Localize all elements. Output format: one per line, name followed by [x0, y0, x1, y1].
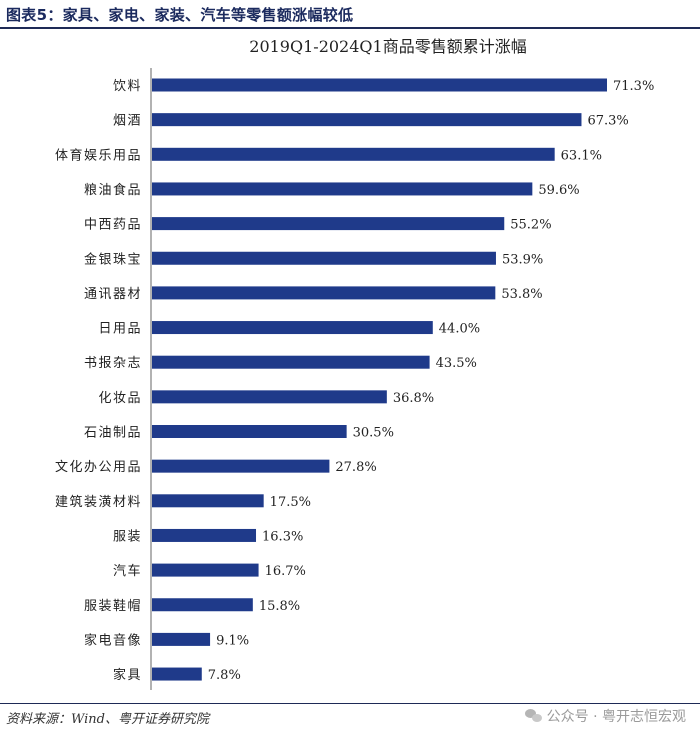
- category-label: 中西药品: [84, 218, 142, 233]
- top-rule: [0, 27, 700, 29]
- category-label: 粮油食品: [84, 182, 142, 198]
- bar: [152, 147, 555, 161]
- bar: [152, 182, 533, 196]
- category-label: 日用品: [98, 322, 142, 337]
- value-label: 55.2%: [510, 218, 551, 233]
- bars-group: 饮料 71.3% 烟酒 67.3% 体育娱乐用品 63.1% 粮油食品 59.6% 中西药品 55…: [55, 78, 654, 683]
- value-label: 9.1%: [216, 633, 249, 648]
- value-label: 7.8%: [208, 668, 241, 683]
- value-label: 16.3%: [262, 529, 303, 544]
- value-label: 71.3%: [613, 79, 654, 94]
- category-label: 文化办公用品: [55, 460, 142, 475]
- bar: [152, 632, 211, 646]
- watermark-label: 公众号 · 粤开志恒宏观: [546, 709, 686, 725]
- bar: [152, 528, 257, 542]
- bar: [152, 286, 496, 300]
- wechat-icon: [524, 709, 543, 723]
- value-label: 53.8%: [501, 287, 542, 302]
- category-label: 通讯器材: [84, 287, 142, 302]
- value-label: 16.7%: [265, 564, 306, 579]
- category-label: 服装: [113, 529, 142, 544]
- value-label: 53.9%: [502, 252, 543, 267]
- bar: [152, 494, 264, 508]
- category-label: 烟酒: [113, 114, 142, 129]
- bar: [152, 78, 607, 92]
- bar: [152, 667, 202, 681]
- category-label: 金银珠宝: [84, 251, 142, 267]
- bar: [152, 390, 387, 404]
- value-label: 36.8%: [393, 391, 434, 406]
- category-label: 服装鞋帽: [84, 598, 142, 614]
- bar: [152, 459, 330, 473]
- value-label: 17.5%: [270, 495, 311, 510]
- bar-chart: 2019Q1-2024Q1商品零售额累计涨幅 饮料 71.3% 烟酒 67.3% 体育娱…: [55, 37, 654, 690]
- category-label: 体育娱乐用品: [55, 147, 142, 163]
- bar: [152, 251, 496, 265]
- bar: [152, 563, 259, 577]
- bar: [152, 598, 253, 612]
- bar: [152, 425, 347, 438]
- value-label: 30.5%: [353, 426, 394, 441]
- value-label: 44.0%: [439, 322, 480, 337]
- category-label: 建筑装潢材料: [55, 494, 142, 510]
- category-label: 石油制品: [84, 426, 142, 441]
- value-label: 67.3%: [587, 114, 628, 129]
- category-label: 汽车: [113, 563, 142, 579]
- value-label: 63.1%: [561, 148, 602, 163]
- value-label: 43.5%: [436, 356, 477, 371]
- figure-title: 图表5：家具、家电、家装、汽车等零售额涨幅较低: [6, 6, 354, 24]
- bar: [152, 321, 433, 335]
- bottom-rule: [0, 703, 700, 704]
- watermark: 公众号 · 粤开志恒宏观: [524, 706, 686, 726]
- bar: [152, 113, 582, 127]
- value-label: 59.6%: [538, 183, 579, 198]
- category-label: 家具: [113, 667, 142, 683]
- value-label: 27.8%: [335, 460, 376, 475]
- category-label: 家电音像: [84, 632, 142, 648]
- category-label: 饮料: [113, 79, 142, 94]
- chart-title: 2019Q1-2024Q1商品零售额累计涨幅: [249, 37, 526, 56]
- category-label: 化妆品: [98, 391, 142, 406]
- source-note: 资料来源：Wind、粤开证券研究院: [6, 712, 209, 727]
- bar: [152, 355, 430, 369]
- bar: [152, 217, 505, 231]
- value-label: 15.8%: [259, 599, 300, 614]
- category-label: 书报杂志: [84, 356, 142, 371]
